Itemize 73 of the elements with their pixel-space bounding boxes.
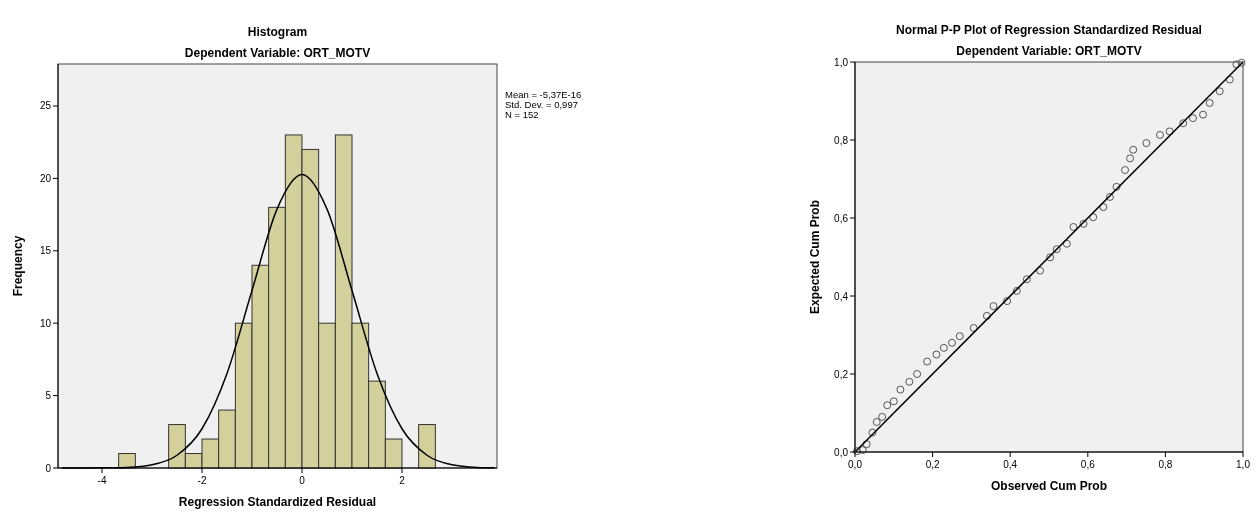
point xyxy=(1225,75,1234,84)
point xyxy=(1232,60,1241,69)
point xyxy=(872,417,881,426)
x-tick-label: -4 xyxy=(97,475,107,486)
point xyxy=(1022,275,1031,284)
point xyxy=(1112,182,1121,191)
x-tick-label: 0,8 xyxy=(1158,459,1173,470)
point xyxy=(913,370,922,378)
y-tick-label: 0,8 xyxy=(834,134,849,146)
point xyxy=(1237,58,1246,67)
chart-subtitle: Dependent Variable: ORT_MOTV xyxy=(184,46,371,60)
x-tick-label: 0 xyxy=(299,475,306,486)
y-axis-title: Expected Cum Prob xyxy=(808,199,822,315)
chart-title: Histogram xyxy=(247,25,308,39)
point xyxy=(1121,166,1130,175)
text: Mean = -5,37E-16 xyxy=(505,89,582,100)
chart-title: Normal P-P Plot of Regression Standardized Residual xyxy=(896,23,1202,37)
point xyxy=(883,401,892,410)
point xyxy=(989,302,998,311)
point xyxy=(1069,222,1078,231)
point xyxy=(1062,239,1071,248)
point xyxy=(948,338,956,347)
x-tick-label: 0,4 xyxy=(1003,459,1018,470)
y-tick-label: 0,2 xyxy=(834,368,849,380)
point xyxy=(896,385,905,394)
y-axis-title: Frequency xyxy=(11,235,25,297)
y-tick-label: 15 xyxy=(39,245,52,257)
point xyxy=(939,343,948,352)
point xyxy=(932,350,941,359)
x-axis-title: Regression Standardized Residual xyxy=(178,495,377,509)
text: N = 152 xyxy=(505,109,539,120)
y-tick-label: 0,6 xyxy=(834,212,849,224)
point xyxy=(1188,114,1197,123)
point xyxy=(868,428,877,437)
point xyxy=(969,323,978,332)
point xyxy=(1179,119,1188,128)
point xyxy=(878,412,887,421)
point xyxy=(1079,219,1088,228)
point xyxy=(858,446,867,455)
point xyxy=(1126,154,1135,163)
point xyxy=(1052,245,1061,254)
x-tick-label: 0,0 xyxy=(848,459,863,470)
y-tick-label: 0,4 xyxy=(834,290,849,302)
point xyxy=(1129,145,1138,154)
point xyxy=(1142,139,1151,148)
point xyxy=(1199,110,1208,119)
x-tick-label: 0,6 xyxy=(1080,459,1096,470)
text: Std. Dev. = 0,997 xyxy=(505,99,578,110)
point xyxy=(1099,203,1108,212)
y-tick-label: 0,0 xyxy=(834,446,849,458)
point xyxy=(982,311,991,320)
point xyxy=(1105,192,1114,201)
y-tick-label: 10 xyxy=(39,317,52,329)
point xyxy=(955,332,964,341)
y-tick-label: 25 xyxy=(39,100,52,112)
x-tick-label: 1,0 xyxy=(1236,459,1251,470)
point xyxy=(923,357,932,366)
chart-subtitle: Dependent Variable: ORT_MOTV xyxy=(956,44,1142,58)
point xyxy=(1215,87,1224,96)
x-axis-title: Observed Cum Prob xyxy=(990,479,1108,493)
point xyxy=(1003,297,1012,306)
point xyxy=(1012,286,1021,295)
y-tick-label: 1,0 xyxy=(834,56,849,68)
point xyxy=(1205,98,1214,107)
point xyxy=(889,397,898,406)
point xyxy=(1046,253,1055,262)
x-tick-label: -2 xyxy=(197,475,207,486)
point xyxy=(1155,130,1164,139)
y-tick-label: 5 xyxy=(45,390,52,402)
x-tick-label: 2 xyxy=(399,475,406,486)
point xyxy=(905,377,914,386)
y-tick-label: 20 xyxy=(39,172,52,184)
x-tick-label: 0,2 xyxy=(925,459,940,470)
